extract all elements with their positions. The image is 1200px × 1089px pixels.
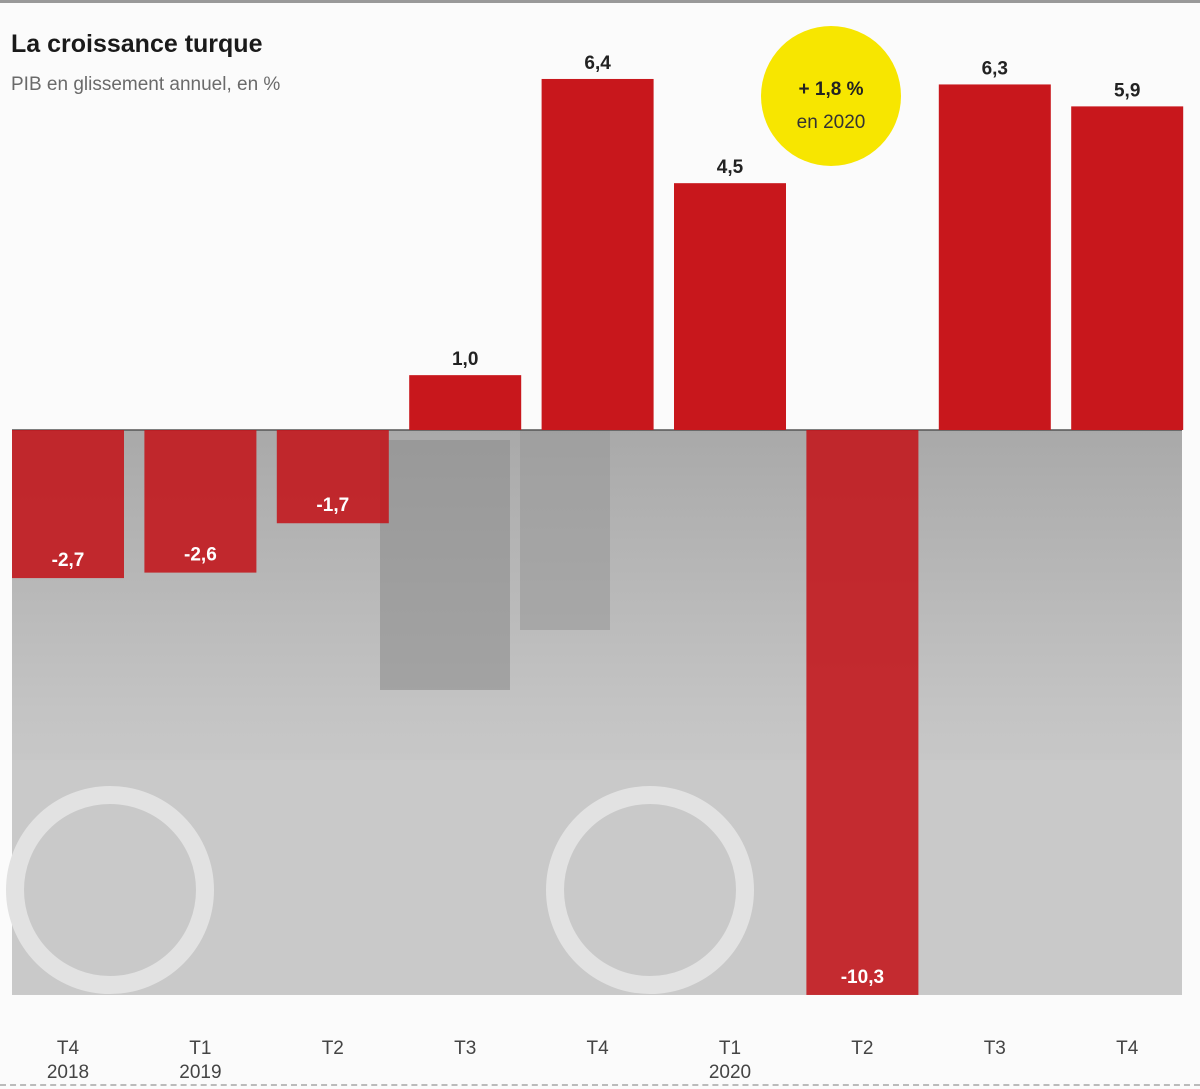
data-label: -2,7 (52, 550, 85, 571)
bar (541, 78, 654, 431)
bar (938, 84, 1051, 430)
x-tick-quarter: T4 (57, 1038, 80, 1059)
photo-monitor-shape (520, 430, 610, 630)
bar (409, 375, 522, 430)
x-tick-quarter: T3 (984, 1038, 1006, 1059)
photo-logo-shape (6, 786, 214, 994)
photo-monitor-shape (380, 440, 510, 690)
data-label: 5,9 (1114, 80, 1140, 101)
bar (276, 430, 389, 524)
x-tick-quarter: T4 (587, 1038, 610, 1059)
x-tick-year: 2019 (179, 1062, 221, 1083)
bar (674, 183, 786, 430)
data-label: 6,3 (982, 58, 1008, 79)
bottom-rule (0, 1084, 1200, 1086)
x-tick-year: 2020 (709, 1062, 751, 1083)
photo-logo-shape (546, 786, 754, 994)
x-tick-quarter: T1 (189, 1038, 211, 1059)
data-label: 4,5 (717, 157, 744, 178)
data-label: 1,0 (452, 349, 478, 370)
annotation-bubble: + 1,8 % en 2020 (761, 26, 901, 166)
bar (12, 430, 124, 579)
x-tick-year: 2018 (47, 1062, 89, 1083)
x-tick-quarter: T2 (322, 1038, 344, 1059)
data-label: 6,4 (584, 53, 611, 74)
bar (1071, 106, 1184, 430)
annotation-year: en 2020 (797, 112, 866, 133)
annotation-circle (761, 26, 901, 166)
data-label: -10,3 (841, 967, 884, 988)
chart-subtitle: PIB en glissement annuel, en % (11, 74, 281, 95)
x-tick-quarter: T2 (851, 1038, 873, 1059)
annotation-value: + 1,8 % (799, 79, 864, 100)
data-label: -2,6 (184, 545, 217, 566)
top-rule (0, 0, 1200, 3)
x-tick-quarter: T1 (719, 1038, 741, 1059)
bar (806, 430, 919, 995)
bar (144, 430, 257, 573)
x-tick-quarter: T3 (454, 1038, 476, 1059)
x-tick-quarter: T4 (1116, 1038, 1139, 1059)
chart-title: La croissance turque (11, 30, 263, 58)
data-label: -1,7 (316, 495, 349, 516)
